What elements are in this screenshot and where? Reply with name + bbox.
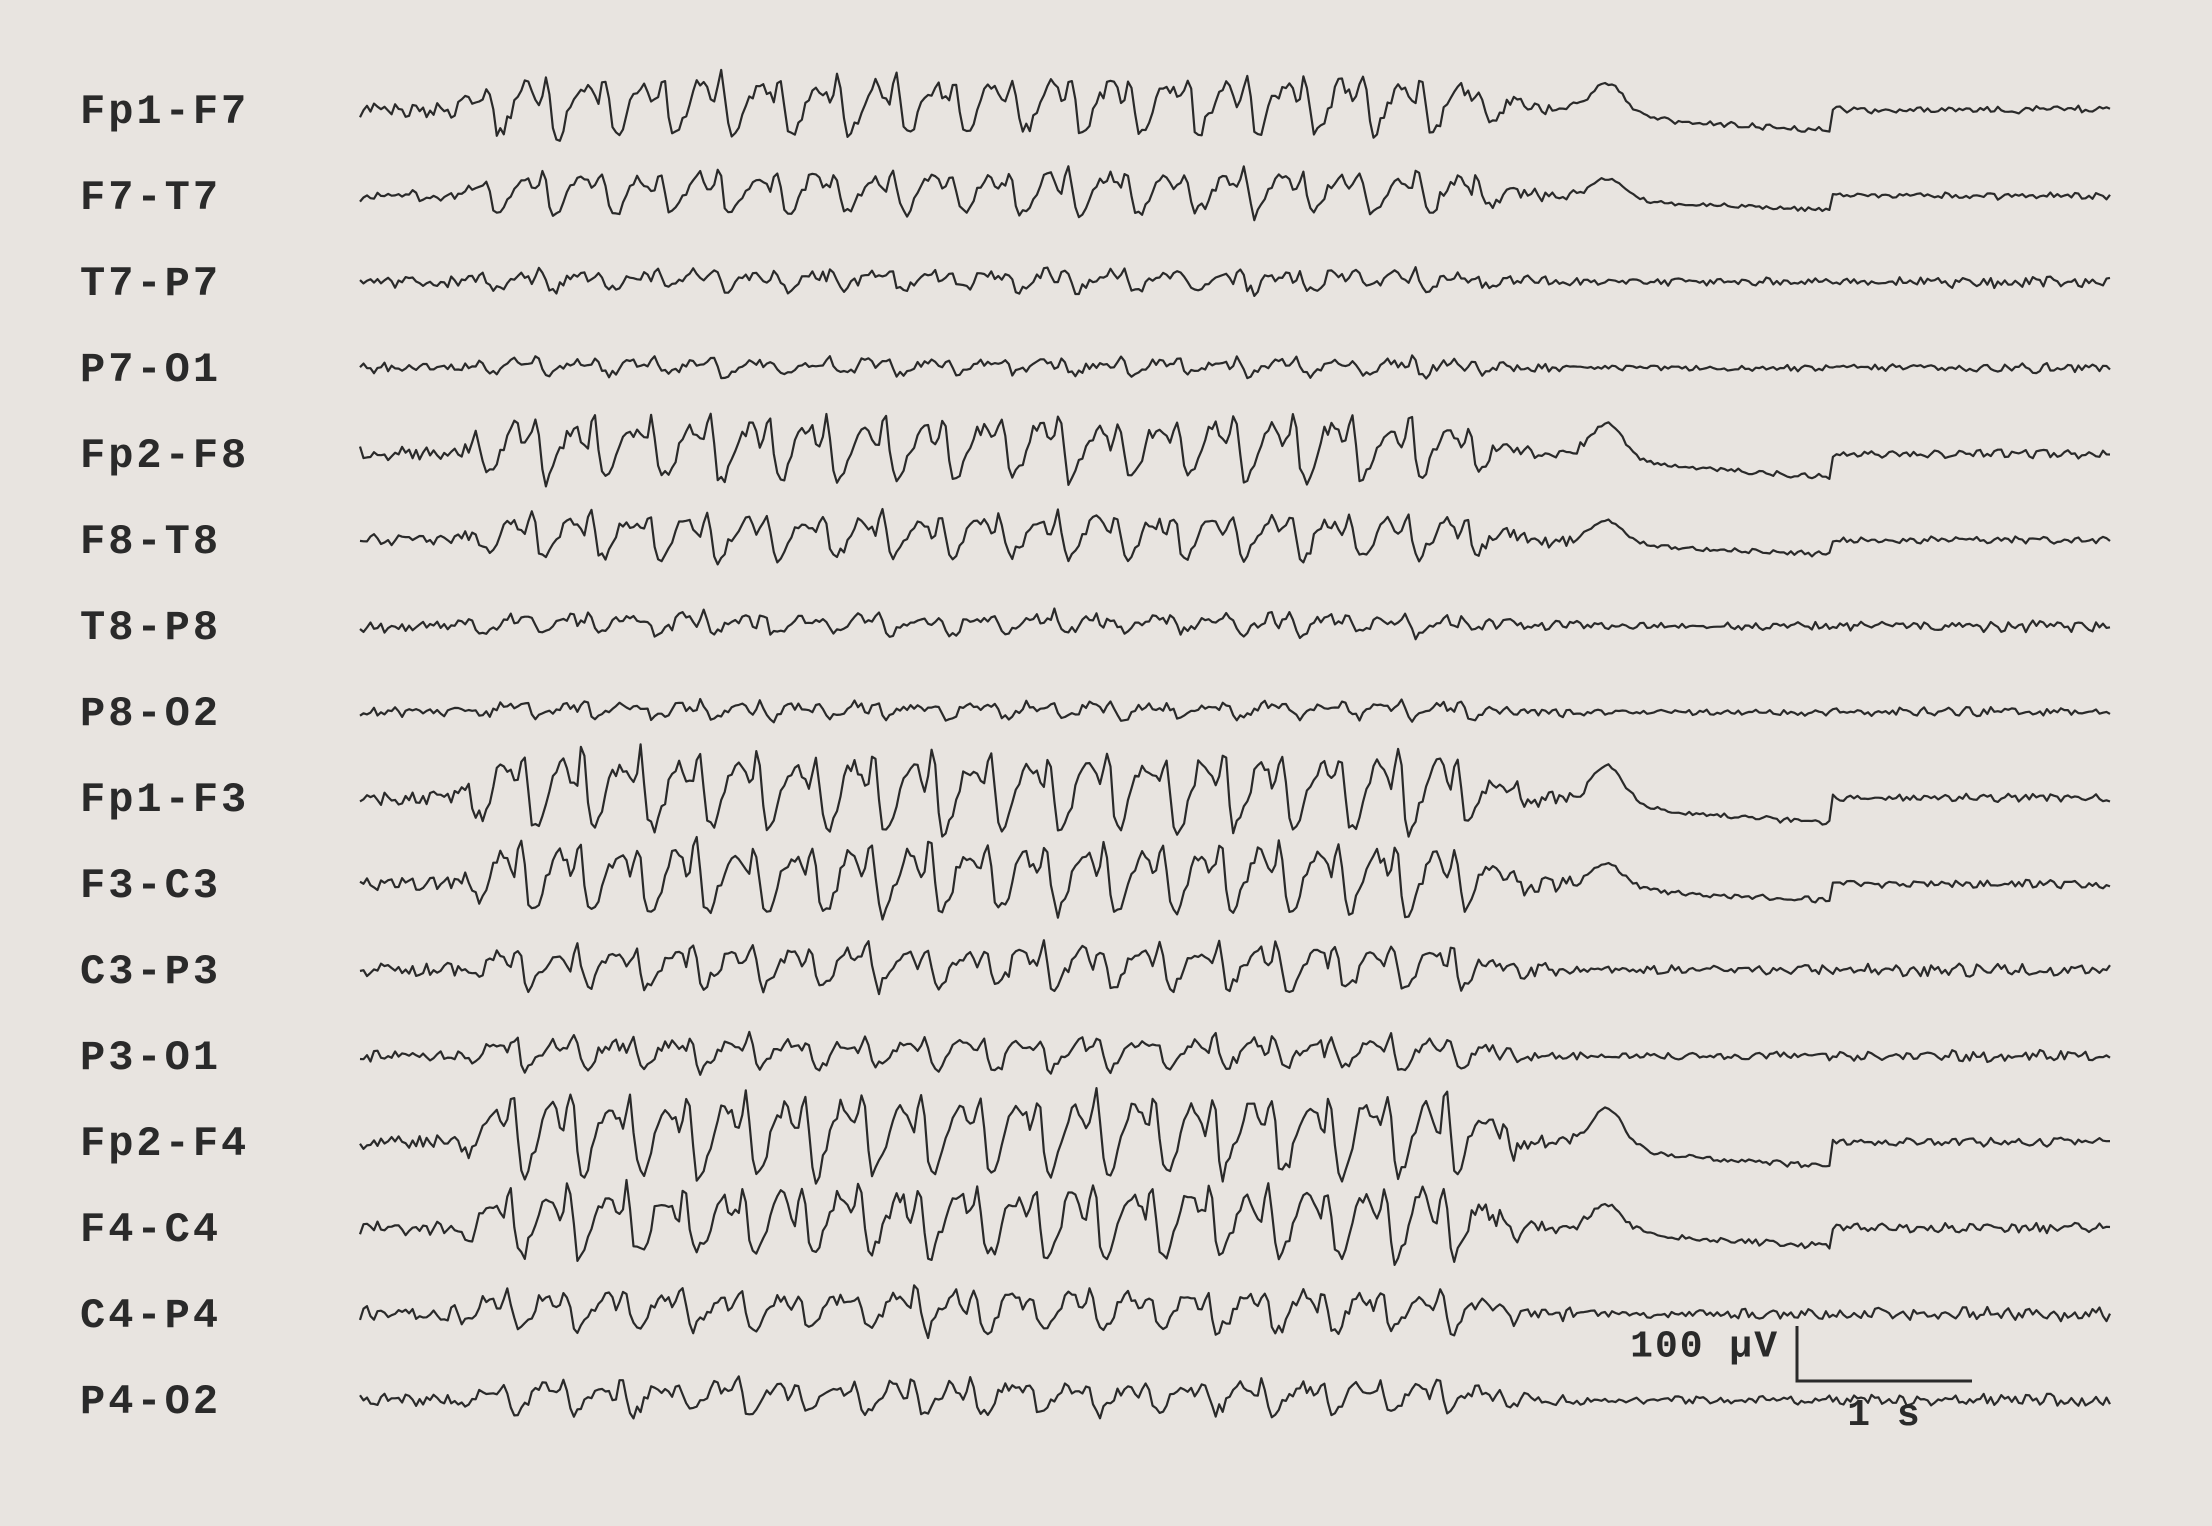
channel-label: Fp1-F7 (80, 88, 249, 136)
channel-label: C3-P3 (80, 948, 221, 996)
channel-label: F8-T8 (80, 518, 221, 566)
channel-label: P4-O2 (80, 1378, 221, 1426)
channel-label: F4-C4 (80, 1206, 221, 1254)
channel-label: P7-O1 (80, 346, 221, 394)
channel-label: F7-T7 (80, 174, 221, 222)
waveform (360, 1320, 2110, 1480)
channel-label: P8-O2 (80, 690, 221, 738)
channel-label: Fp1-F3 (80, 776, 249, 824)
channel-label: Fp2-F8 (80, 432, 249, 480)
channel-label: C4-P4 (80, 1292, 221, 1340)
eeg-figure: 100 µV1 s Fp1-F7F7-T7T7-P7P7-O1Fp2-F8F8-… (0, 0, 2212, 1526)
channel-label: T7-P7 (80, 260, 221, 308)
channel-label: P3-O1 (80, 1034, 221, 1082)
channel-label: T8-P8 (80, 604, 221, 652)
waveform-path (360, 1376, 2110, 1418)
channel-label: Fp2-F4 (80, 1120, 249, 1168)
channel-label: F3-C3 (80, 862, 221, 910)
